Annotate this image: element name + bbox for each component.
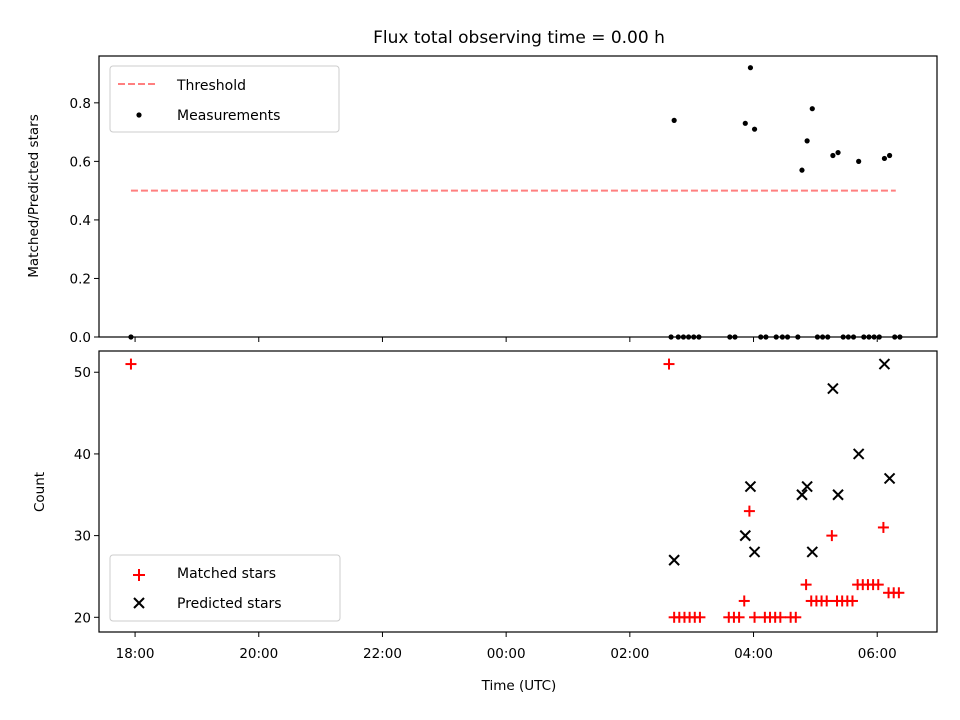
measurement-point <box>742 120 748 126</box>
measurement-point <box>835 149 841 156</box>
y-tick-label: 50 <box>74 365 91 381</box>
y-tick-label: 20 <box>74 610 91 626</box>
x-axis-label: Time (UTC) <box>481 678 557 694</box>
predicted-stars-point <box>827 382 839 395</box>
top-y-axis-label: Matched/Predicted stars <box>26 114 42 277</box>
matched-stars-point <box>749 611 761 623</box>
y-tick-label: 0.6 <box>70 154 91 170</box>
predicted-stars-point <box>878 358 891 370</box>
predicted-stars-point <box>852 448 865 460</box>
x-tick-label: 22:00 <box>363 646 402 662</box>
matched-stars-point <box>738 595 750 607</box>
measurement-point <box>747 65 754 71</box>
predicted-stars-point <box>748 546 761 558</box>
matched-stars-point <box>743 505 755 517</box>
matched-stars-point <box>826 530 838 542</box>
y-tick-label: 40 <box>74 447 91 463</box>
bottom-panel-frame <box>98 350 938 633</box>
y-tick-label: 0.8 <box>70 96 91 112</box>
matched-stars-point <box>774 611 786 623</box>
matched-stars-point <box>663 358 675 370</box>
matched-stars-point <box>877 521 889 533</box>
measurement-point <box>799 167 805 173</box>
measurement-point <box>886 152 893 159</box>
matched-stars-point <box>694 611 706 623</box>
y-tick-label: 0.2 <box>70 271 91 287</box>
matched-stars-point <box>800 579 812 591</box>
x-tick-label: 00:00 <box>487 646 526 662</box>
x-tick-label: 02:00 <box>610 646 649 662</box>
legend-predicted-label: Predicted stars <box>177 596 282 612</box>
legend-matched-label: Matched stars <box>177 566 276 582</box>
y-tick-label: 30 <box>74 529 91 545</box>
top-panel-frame <box>98 55 938 338</box>
predicted-stars-point <box>744 480 757 493</box>
x-tick-label: 20:00 <box>239 646 278 662</box>
matched-stars-point <box>846 595 858 607</box>
predicted-stars-point <box>801 480 813 493</box>
x-tick-label: 18:00 <box>116 646 155 662</box>
predicted-stars-point <box>806 546 818 558</box>
matched-stars-point <box>893 587 905 599</box>
predicted-stars-point <box>668 554 680 566</box>
y-tick-label: 0.0 <box>70 330 91 346</box>
legend-matched-swatch <box>133 569 145 581</box>
matched-stars-point <box>733 611 745 623</box>
measurement-point <box>809 106 815 112</box>
legend-measurements-swatch <box>136 112 142 118</box>
measurement-point <box>830 152 836 159</box>
top-panel: 0.00.20.40.60.8 Matched/Predicted stars … <box>26 55 938 346</box>
matched-stars-point <box>790 611 802 623</box>
top-legend: Threshold Measurements <box>109 65 340 133</box>
predicted-stars-point <box>832 489 844 501</box>
measurement-point <box>751 126 758 132</box>
matched-stars-point <box>125 358 137 370</box>
chart-title: Flux total observing time = 0.00 h <box>373 28 665 48</box>
measurement-point <box>881 155 888 162</box>
measurement-point <box>671 117 677 123</box>
measurement-point <box>804 138 810 144</box>
predicted-stars-point <box>883 472 896 485</box>
predicted-stars-point <box>739 529 751 542</box>
bottom-legend: Matched stars Predicted stars <box>109 554 341 622</box>
measurement-point <box>856 158 862 164</box>
bottom-y-axis-label: Count <box>32 472 48 512</box>
bottom-panel: 20 30 40 50 18:00 20:00 22:00 00:00 02:00 04:00 0… <box>32 350 938 694</box>
x-tick-label: 06:00 <box>858 646 897 662</box>
legend-predicted-swatch <box>133 597 145 609</box>
predicted-stars-point <box>796 489 808 501</box>
matched-stars-point <box>821 595 833 607</box>
legend-measurements-label: Measurements <box>177 108 280 124</box>
matched-stars-point <box>872 579 884 591</box>
x-tick-label: 04:00 <box>734 646 773 662</box>
y-tick-label: 0.4 <box>70 213 91 229</box>
legend-threshold-label: Threshold <box>176 78 246 94</box>
